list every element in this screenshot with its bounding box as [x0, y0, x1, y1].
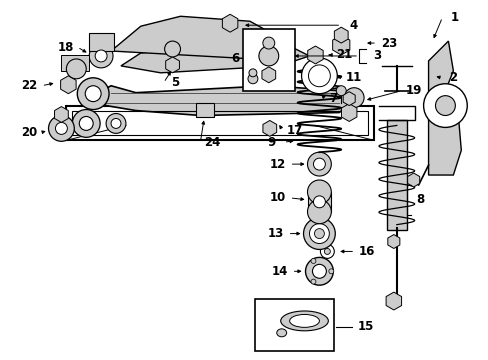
Circle shape [324, 248, 330, 255]
Text: 24: 24 [203, 136, 220, 149]
Circle shape [301, 58, 337, 94]
Polygon shape [121, 46, 309, 73]
Circle shape [258, 46, 278, 66]
Bar [61, 55, 89, 71]
Text: 7: 7 [328, 92, 337, 105]
Polygon shape [341, 104, 356, 121]
Ellipse shape [289, 314, 319, 327]
Circle shape [312, 264, 325, 278]
Text: 18: 18 [57, 41, 73, 54]
Polygon shape [332, 35, 349, 55]
Circle shape [314, 229, 324, 239]
Polygon shape [165, 57, 179, 73]
Circle shape [423, 84, 467, 127]
Circle shape [336, 86, 346, 96]
Circle shape [307, 152, 331, 176]
Polygon shape [427, 41, 460, 175]
Bar [254, 299, 334, 351]
Circle shape [95, 50, 107, 62]
Bar [243, 29, 294, 91]
Polygon shape [262, 67, 275, 83]
Text: 5: 5 [171, 76, 179, 89]
Text: 23: 23 [380, 37, 396, 50]
Circle shape [79, 117, 93, 130]
Circle shape [310, 258, 315, 264]
Text: 10: 10 [269, 192, 285, 204]
Text: 16: 16 [358, 245, 374, 258]
Circle shape [435, 96, 454, 116]
Bar [307, 192, 331, 212]
Polygon shape [93, 86, 353, 116]
Circle shape [328, 269, 333, 274]
Circle shape [106, 113, 126, 133]
Circle shape [313, 158, 325, 170]
Text: 19: 19 [405, 84, 421, 97]
Polygon shape [334, 27, 347, 43]
Text: 22: 22 [21, 79, 38, 92]
Circle shape [303, 218, 335, 249]
Circle shape [308, 65, 330, 87]
Text: 1: 1 [449, 11, 457, 24]
Text: 6: 6 [230, 53, 239, 66]
Circle shape [55, 122, 67, 134]
Text: 2: 2 [448, 71, 456, 84]
Polygon shape [387, 235, 399, 248]
Circle shape [305, 257, 333, 285]
Polygon shape [111, 16, 294, 61]
Polygon shape [55, 107, 68, 122]
Bar [66, 105, 373, 140]
Circle shape [307, 200, 331, 224]
Circle shape [313, 196, 325, 208]
Circle shape [111, 118, 121, 129]
Bar [196, 103, 214, 117]
Polygon shape [222, 14, 237, 32]
Bar [386, 121, 406, 230]
Circle shape [164, 41, 180, 57]
Ellipse shape [276, 329, 286, 337]
Text: 20: 20 [21, 126, 38, 139]
Text: 12: 12 [269, 158, 285, 171]
Text: 14: 14 [271, 265, 287, 278]
Ellipse shape [280, 311, 327, 331]
Bar [89, 33, 114, 51]
Polygon shape [386, 292, 401, 310]
Text: 21: 21 [335, 49, 352, 62]
Circle shape [307, 180, 331, 204]
Text: 11: 11 [346, 71, 362, 84]
Circle shape [48, 116, 74, 141]
Text: 17: 17 [286, 124, 302, 137]
Polygon shape [343, 92, 354, 105]
Circle shape [320, 244, 334, 258]
Circle shape [72, 109, 100, 137]
Text: 8: 8 [416, 193, 424, 206]
Text: 15: 15 [357, 320, 373, 333]
Bar [72, 111, 367, 135]
Polygon shape [307, 46, 323, 64]
Polygon shape [61, 76, 76, 94]
Circle shape [310, 279, 315, 284]
Circle shape [309, 224, 328, 243]
Circle shape [263, 37, 274, 49]
Polygon shape [263, 121, 276, 136]
Circle shape [66, 59, 86, 79]
Circle shape [85, 86, 101, 102]
Circle shape [89, 44, 113, 68]
Text: 13: 13 [267, 227, 284, 240]
Circle shape [344, 88, 364, 108]
Circle shape [248, 69, 256, 77]
Circle shape [247, 74, 257, 84]
Polygon shape [407, 173, 419, 187]
Text: 4: 4 [348, 19, 357, 32]
Circle shape [77, 78, 109, 109]
Text: 9: 9 [267, 136, 275, 149]
Text: 3: 3 [372, 49, 380, 63]
